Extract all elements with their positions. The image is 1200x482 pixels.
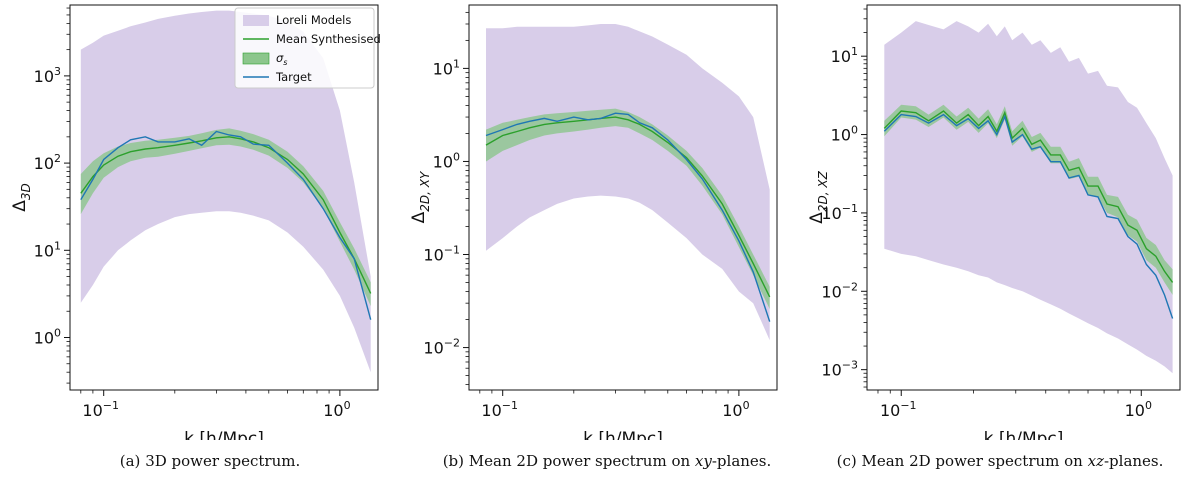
legend-sigma-swatch [242, 52, 270, 65]
panel-1: 10−1 100 10−2 10−1 100 101 k [h/Mpc] Δ2D, XY [409, 4, 778, 440]
legend-label: Mean Synthesised [276, 32, 381, 46]
y-axis-label: Δ2D, XZ [807, 170, 830, 223]
target-line [883, 113, 1174, 319]
y-tick-label: 101 [831, 45, 858, 66]
y-tick-label: 102 [34, 152, 61, 173]
y-tick-label: 100 [831, 124, 858, 145]
mean-synthesised-line [80, 136, 372, 294]
y-axis-label: Δ2D, XY [409, 170, 432, 223]
x-axis-label: k [h/Mpc] [583, 429, 663, 440]
caption-b-text-after: -planes. [711, 452, 772, 470]
sigma-s-band [80, 128, 371, 306]
y-tick-label: 101 [433, 57, 460, 78]
caption-b-text-before: Mean 2D power spectrum on [468, 452, 695, 470]
x-tick-label: 10−1 [481, 399, 518, 420]
x-axis-label: k [h/Mpc] [984, 429, 1064, 440]
mean-synthesised-line [485, 116, 771, 298]
y-tick-label: 10−2 [423, 337, 460, 358]
mean-synthesised-line [883, 110, 1174, 283]
axes-frame [69, 4, 379, 391]
caption-b-italic: xy [694, 452, 712, 470]
axes-frame [866, 4, 1181, 391]
caption-b-label: (b) [442, 452, 465, 470]
y-tick-label: 10−1 [821, 202, 858, 223]
target-line [80, 130, 372, 320]
legend-label: Loreli Models [276, 13, 351, 27]
x-tick-label: 10−1 [880, 399, 917, 420]
caption-a: (a) 3D power spectrum. [10, 452, 410, 470]
y-tick-label: 101 [34, 239, 61, 260]
caption-c: (c) Mean 2D power spectrum on xz-planes. [800, 452, 1200, 470]
caption-b: (b) Mean 2D power spectrum on xy-planes. [407, 452, 807, 470]
caption-c-italic: xz [1087, 452, 1104, 470]
caption-c-text-after: -planes. [1103, 452, 1164, 470]
y-tick-label: 10−2 [821, 280, 858, 301]
x-tick-label: 100 [1125, 399, 1152, 420]
legend-label: Target [275, 70, 312, 84]
target-line [485, 112, 771, 322]
legend-box [234, 7, 375, 89]
x-tick-label: 100 [722, 399, 749, 420]
figure-panels: 10−1 100 100 101 102 103 k [h/Mpc] Δ3D Loreli Mo… [10, 4, 1181, 440]
caption-a-label: (a) [119, 452, 141, 470]
caption-c-text-before: Mean 2D power spectrum on [861, 452, 1088, 470]
axes-frame [468, 4, 778, 391]
x-tick-label: 100 [323, 399, 350, 420]
sigma-s-band [486, 108, 770, 309]
loreli-models-band [486, 24, 770, 341]
x-axis-label: k [h/Mpc] [184, 429, 264, 440]
legend: Loreli Models Mean Synthesised σs Target [234, 7, 381, 89]
legend-models-swatch [243, 15, 269, 26]
loreli-models-band [884, 21, 1173, 374]
panel-2: 10−1 100 10−3 10−2 10−1 100 101 k [h/Mpc] Δ2D, X… [807, 4, 1181, 440]
panel-0: 10−1 100 100 101 102 103 k [h/Mpc] Δ3D Loreli Mo… [10, 4, 381, 440]
legend-label: σs [276, 51, 287, 67]
y-axis-label: Δ3D [10, 183, 33, 212]
x-tick-label: 10−1 [82, 399, 119, 420]
loreli-models-band [80, 10, 371, 373]
plot-area-2 [883, 21, 1174, 374]
caption-c-label: (c) [836, 452, 857, 470]
y-tick-label: 100 [433, 150, 460, 171]
y-tick-label: 103 [34, 65, 61, 86]
y-tick-label: 10−1 [423, 244, 460, 265]
caption-a-text: 3D power spectrum. [145, 452, 301, 470]
y-tick-label: 10−3 [821, 359, 858, 380]
y-tick-label: 100 [34, 326, 61, 347]
plot-area-1 [485, 24, 771, 341]
plot-area-0 [80, 10, 372, 373]
